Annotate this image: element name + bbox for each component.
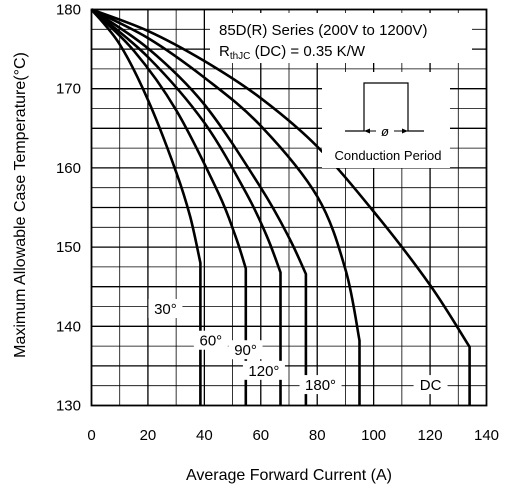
title-box-bg bbox=[210, 13, 472, 63]
chart-title: 85D(R) Series (200V to 1200V) bbox=[219, 22, 427, 39]
y-tick-labels: 130 140 150 160 170 180 bbox=[56, 2, 81, 415]
series-label-bg bbox=[228, 340, 263, 360]
series-line bbox=[90, 8, 248, 406]
y-tick-label: 160 bbox=[56, 160, 81, 177]
x-tick-label: 40 bbox=[196, 427, 213, 444]
x-tick-label: 20 bbox=[140, 427, 157, 444]
series-label-bg bbox=[193, 330, 228, 350]
series-label: 120° bbox=[248, 363, 279, 380]
series-label: 90° bbox=[234, 342, 257, 359]
series-label: 180° bbox=[305, 377, 336, 394]
x-tick-labels: 0 20 40 60 80 100 120 140 bbox=[87, 427, 499, 444]
x-tick-label: 80 bbox=[309, 427, 326, 444]
inset-bg bbox=[322, 72, 450, 168]
series-label: 60° bbox=[199, 333, 222, 350]
y-tick-label: 150 bbox=[56, 239, 81, 256]
inset-arrowhead-left bbox=[364, 128, 370, 134]
series-line bbox=[90, 8, 361, 406]
x-tick-label: 60 bbox=[252, 427, 269, 444]
x-tick-label: 0 bbox=[87, 427, 95, 444]
y-axis-label: Maximum Allowable Case Temperature(°C) bbox=[12, 52, 29, 358]
series-line bbox=[90, 8, 308, 406]
x-axis-label: Average Forward Current (A) bbox=[186, 467, 392, 484]
x-tick-label: 140 bbox=[474, 427, 499, 444]
series-line bbox=[90, 8, 202, 406]
subtitle-rest: (DC) = 0.35 K/W bbox=[250, 43, 365, 60]
x-tick-label: 120 bbox=[418, 427, 443, 444]
inset-conduction-label: Conduction Period bbox=[335, 148, 442, 163]
plot-frame bbox=[90, 8, 488, 407]
conduction-inset: ø Conduction Period bbox=[322, 72, 450, 168]
y-tick-label: 130 bbox=[56, 398, 81, 415]
series-line bbox=[90, 8, 282, 406]
inset-pulse-shape bbox=[345, 82, 424, 132]
series-label-bg bbox=[242, 360, 285, 380]
series-label: 30° bbox=[154, 301, 177, 318]
series-label-bg bbox=[148, 299, 183, 319]
grid bbox=[91, 9, 487, 406]
series-label-bg bbox=[299, 375, 342, 395]
series-label: DC bbox=[420, 377, 442, 394]
inset-arrowhead-right bbox=[402, 128, 408, 134]
inset-phi-symbol: ø bbox=[381, 124, 389, 139]
subtitle-sub: thJC bbox=[230, 51, 251, 62]
series-curves bbox=[90, 8, 471, 406]
y-tick-label: 140 bbox=[56, 318, 81, 335]
series-labels: 30° 60° 90° 120° 180° DC bbox=[148, 299, 448, 395]
y-tick-label: 170 bbox=[56, 81, 81, 98]
x-tick-label: 100 bbox=[361, 427, 386, 444]
y-tick-label: 180 bbox=[56, 2, 81, 19]
subtitle-r: R bbox=[219, 43, 230, 60]
series-line bbox=[91, 8, 471, 406]
chart-subtitle: RthJC (DC) = 0.35 K/W bbox=[219, 43, 366, 62]
series-label-bg bbox=[413, 375, 448, 395]
